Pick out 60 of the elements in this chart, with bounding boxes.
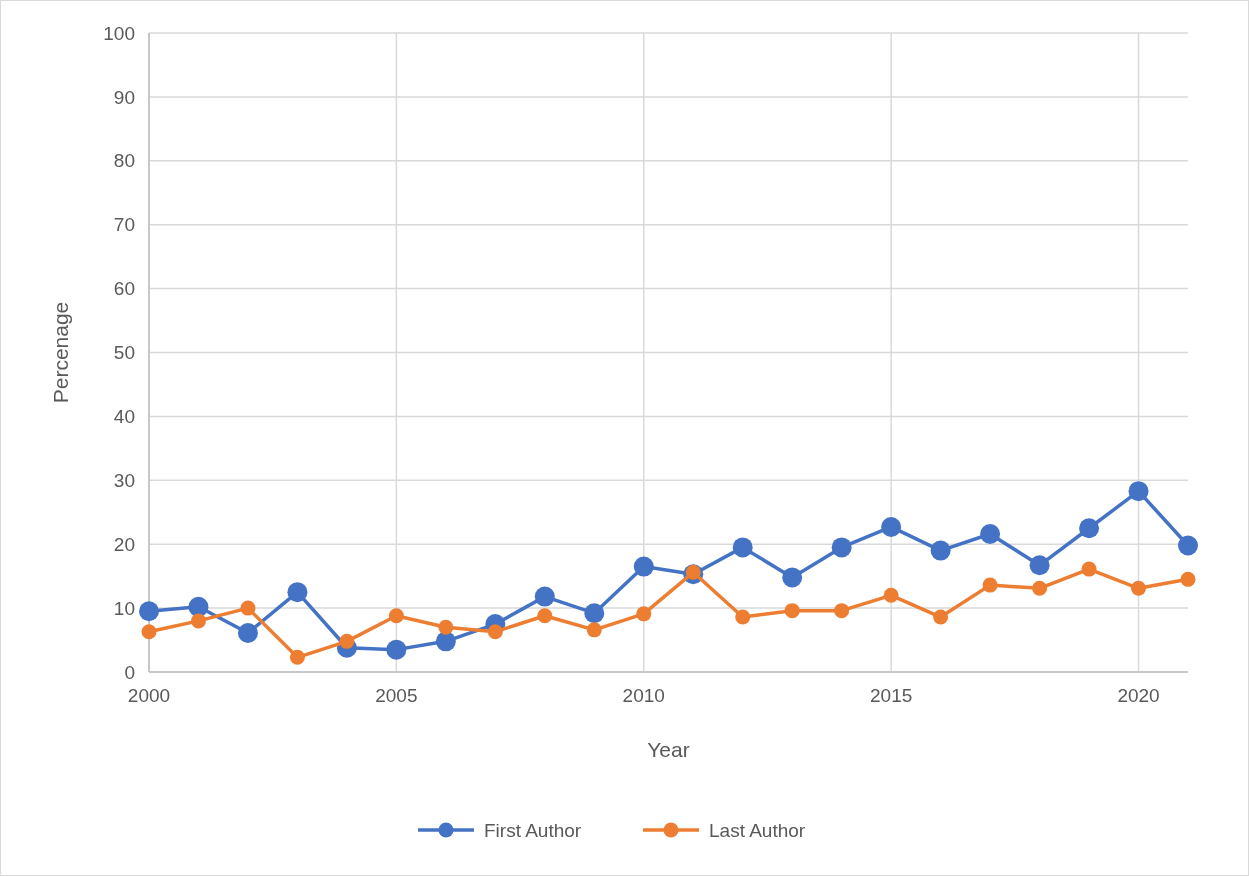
y-tick-label: 90 [113, 86, 135, 108]
point [1079, 518, 1100, 539]
x-tick-label: 2005 [375, 685, 418, 706]
y-tick-label: 20 [113, 533, 135, 555]
point [834, 603, 850, 619]
point [487, 624, 503, 640]
point [190, 613, 206, 629]
point [1131, 580, 1147, 596]
y-tick-label: 0 [124, 661, 135, 683]
point [633, 556, 654, 577]
point [237, 623, 258, 644]
point [339, 633, 355, 649]
y-tick-label: 40 [113, 406, 135, 428]
point [784, 603, 800, 619]
y-tick-label: 60 [113, 278, 135, 300]
point [930, 540, 951, 561]
point [881, 516, 902, 537]
point [287, 582, 308, 603]
point [831, 537, 852, 558]
point [732, 537, 753, 558]
x-axis-title: Year [647, 738, 690, 761]
point [586, 622, 602, 638]
point [1081, 561, 1097, 577]
point [386, 639, 407, 660]
point [240, 600, 256, 616]
point [139, 601, 159, 622]
y-tick-label: 80 [113, 150, 135, 172]
point [735, 609, 751, 625]
x-tick-label: 2020 [1117, 685, 1160, 706]
y-axis-title: Percenage [49, 301, 72, 404]
point [933, 609, 949, 625]
x-tick-label: 2015 [870, 685, 913, 706]
legend-label: First Author [484, 819, 582, 841]
x-tick-label: 2010 [622, 685, 665, 706]
point [782, 567, 803, 588]
x-tick-label: 2000 [127, 685, 171, 706]
point [388, 608, 404, 624]
y-tick-label: 30 [113, 469, 135, 491]
point [289, 649, 305, 665]
point [1128, 481, 1149, 502]
point [1180, 571, 1196, 587]
y-tick-label: 10 [113, 597, 135, 619]
point [1029, 555, 1050, 576]
point [188, 596, 209, 617]
point [982, 577, 998, 593]
point [141, 624, 157, 640]
point [883, 587, 899, 603]
point [584, 603, 605, 624]
point [435, 631, 456, 652]
point [438, 619, 454, 635]
legend-label: Last Author [709, 819, 806, 841]
y-tick-label: 100 [103, 22, 135, 44]
y-tick-label: 70 [113, 214, 135, 236]
y-tick-label: 50 [113, 342, 135, 364]
point [1032, 580, 1048, 596]
point [537, 608, 553, 624]
point [980, 523, 1001, 544]
point [534, 586, 555, 607]
point [1178, 535, 1198, 556]
point [636, 606, 652, 622]
